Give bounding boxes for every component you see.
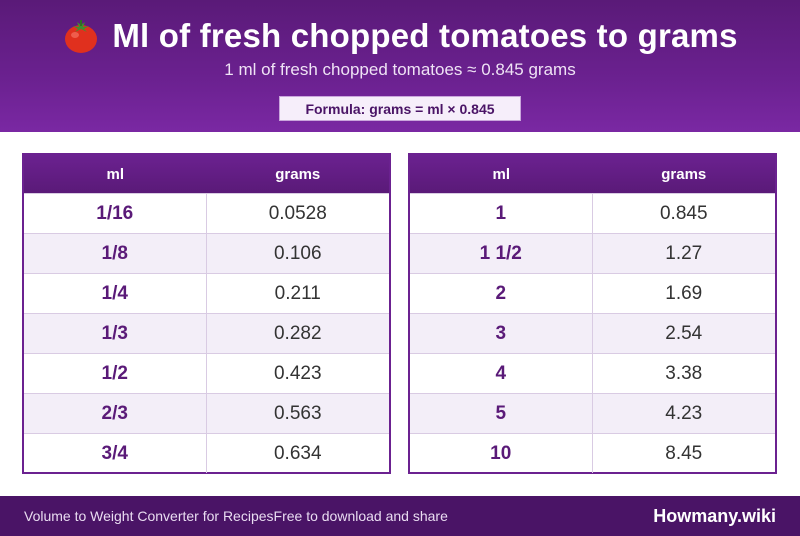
ml-cell: 1/3 <box>24 314 207 353</box>
grams-cell: 0.106 <box>273 242 322 264</box>
column-header-grams: grams <box>661 165 707 183</box>
ml-cell: 1/16 <box>24 194 207 233</box>
grams-cell: 0.211 <box>274 282 321 304</box>
ml-cell: 1/4 <box>24 274 207 313</box>
grams-cell: 0.563 <box>273 402 322 424</box>
table-row: 3 2.54 <box>410 313 775 353</box>
grams-cell: 1.27 <box>665 242 703 264</box>
table-row: 1/2 0.423 <box>24 353 389 393</box>
grams-cell: 8.45 <box>665 442 703 464</box>
column-header-ml: ml <box>106 165 124 183</box>
ml-cell: 5 <box>410 394 593 433</box>
table-row: 1 0.845 <box>410 193 775 233</box>
table-row: 1/16 0.0528 <box>24 193 389 233</box>
title-row: Ml of fresh chopped tomatoes to grams <box>0 14 800 58</box>
ml-cell: 1 <box>410 194 593 233</box>
grams-cell: 0.0528 <box>268 202 327 224</box>
table-header: ml grams <box>410 155 775 193</box>
table-row: 10 8.45 <box>410 433 775 473</box>
grams-cell: 0.634 <box>273 442 322 464</box>
grams-cell: 2.54 <box>665 322 703 344</box>
table-row: 1/4 0.211 <box>24 273 389 313</box>
grams-cell: 0.845 <box>659 202 708 224</box>
ml-cell: 1 1/2 <box>410 234 593 273</box>
subtitle: 1 ml of fresh chopped tomatoes ≈ 0.845 g… <box>224 60 576 79</box>
table-row: 5 4.23 <box>410 393 775 433</box>
ml-cell: 1/2 <box>24 354 207 393</box>
table-row: 1/3 0.282 <box>24 313 389 353</box>
footer: Volume to Weight Converter for Recipes Fr… <box>0 496 800 536</box>
grams-cell: 0.423 <box>273 362 322 384</box>
table-row: 2 1.69 <box>410 273 775 313</box>
ml-cell: 2 <box>410 274 593 313</box>
ml-cell: 3/4 <box>24 434 207 473</box>
table-header: ml grams <box>24 155 389 193</box>
conversion-table-right: ml grams 1 0.845 1 1/2 1.27 2 1.69 3 2.5… <box>408 153 777 474</box>
column-header-grams: grams <box>275 165 321 183</box>
tomato-icon <box>62 17 100 55</box>
header: Ml of fresh chopped tomatoes to grams 1 … <box>0 0 800 132</box>
ml-cell: 4 <box>410 354 593 393</box>
ml-cell: 10 <box>410 434 593 473</box>
ml-cell: 2/3 <box>24 394 207 433</box>
table-row: 1 1/2 1.27 <box>410 233 775 273</box>
table-row: 4 3.38 <box>410 353 775 393</box>
ml-cell: 3 <box>410 314 593 353</box>
formula-badge: Formula: grams = ml × 0.845 <box>279 96 521 121</box>
footer-note: Free to download and share <box>273 508 448 524</box>
page-title: Ml of fresh chopped tomatoes to grams <box>112 17 738 54</box>
brand-link[interactable]: Howmany.wiki <box>653 505 776 526</box>
footer-tagline: Volume to Weight Converter for Recipes <box>24 508 274 524</box>
grams-cell: 0.282 <box>273 322 322 344</box>
table-row: 3/4 0.634 <box>24 433 389 473</box>
column-header-ml: ml <box>492 165 510 183</box>
footer-text: Volume to Weight Converter for Recipes Fr… <box>24 496 448 536</box>
table-row: 2/3 0.563 <box>24 393 389 433</box>
table-row: 1/8 0.106 <box>24 233 389 273</box>
ml-cell: 1/8 <box>24 234 207 273</box>
conversion-table-left: ml grams 1/16 0.0528 1/8 0.106 1/4 0.211… <box>22 153 391 474</box>
grams-cell: 1.69 <box>665 282 703 304</box>
grams-cell: 3.38 <box>665 362 703 384</box>
grams-cell: 4.23 <box>665 402 703 424</box>
